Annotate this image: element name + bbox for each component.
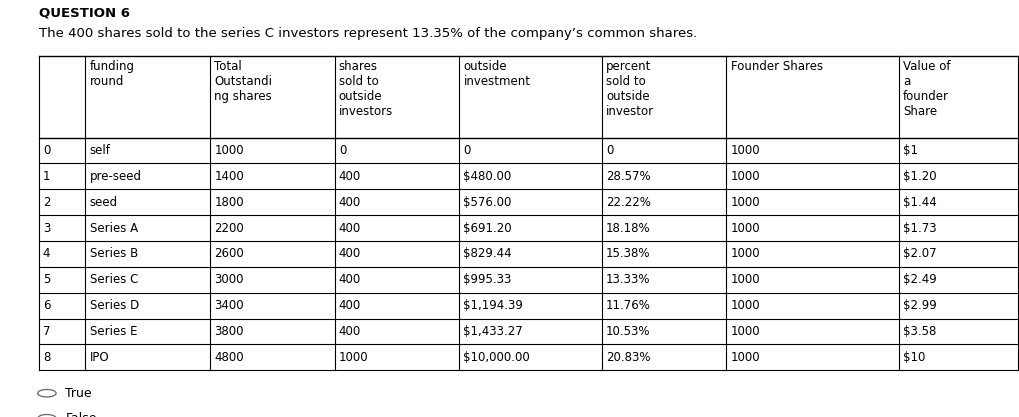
Text: 0: 0 xyxy=(463,144,471,157)
Text: $480.00: $480.00 xyxy=(463,170,512,183)
Text: 5: 5 xyxy=(43,273,50,286)
Text: Founder Shares: Founder Shares xyxy=(730,60,822,73)
Text: 1000: 1000 xyxy=(730,351,759,364)
Text: $2.49: $2.49 xyxy=(902,273,935,286)
Text: $576.00: $576.00 xyxy=(463,196,512,209)
Text: 400: 400 xyxy=(338,325,361,338)
Text: $2.99: $2.99 xyxy=(902,299,935,312)
Text: 1000: 1000 xyxy=(338,351,368,364)
Text: 1: 1 xyxy=(43,170,50,183)
Text: Series B: Series B xyxy=(90,247,138,261)
Text: $1,194.39: $1,194.39 xyxy=(463,299,523,312)
Text: 15.38%: 15.38% xyxy=(605,247,650,261)
Text: 400: 400 xyxy=(338,196,361,209)
Text: 1000: 1000 xyxy=(214,144,244,157)
Text: 400: 400 xyxy=(338,170,361,183)
Text: IPO: IPO xyxy=(90,351,109,364)
Text: shares
sold to
outside
investors: shares sold to outside investors xyxy=(338,60,392,118)
Text: 18.18%: 18.18% xyxy=(605,221,650,235)
Text: self: self xyxy=(90,144,110,157)
Text: Series D: Series D xyxy=(90,299,139,312)
Text: seed: seed xyxy=(90,196,117,209)
Text: Series A: Series A xyxy=(90,221,138,235)
Text: 11.76%: 11.76% xyxy=(605,299,650,312)
Text: 6: 6 xyxy=(43,299,50,312)
Text: Value of
a
founder
Share: Value of a founder Share xyxy=(902,60,950,118)
Text: 3000: 3000 xyxy=(214,273,244,286)
Text: 400: 400 xyxy=(338,247,361,261)
Text: 1000: 1000 xyxy=(730,325,759,338)
Text: False: False xyxy=(65,412,97,417)
Text: 400: 400 xyxy=(338,299,361,312)
Text: $1: $1 xyxy=(902,144,917,157)
Text: 1000: 1000 xyxy=(730,144,759,157)
Text: 3400: 3400 xyxy=(214,299,244,312)
Text: 1000: 1000 xyxy=(730,273,759,286)
Text: $1.20: $1.20 xyxy=(902,170,935,183)
Text: 28.57%: 28.57% xyxy=(605,170,650,183)
Text: 0: 0 xyxy=(43,144,50,157)
Text: 10.53%: 10.53% xyxy=(605,325,650,338)
Text: QUESTION 6: QUESTION 6 xyxy=(39,6,129,19)
Text: outside
investment: outside investment xyxy=(463,60,530,88)
Text: 1400: 1400 xyxy=(214,170,244,183)
Text: 0: 0 xyxy=(338,144,345,157)
Text: $995.33: $995.33 xyxy=(463,273,512,286)
Text: 4800: 4800 xyxy=(214,351,244,364)
Text: funding
round: funding round xyxy=(90,60,135,88)
Text: 22.22%: 22.22% xyxy=(605,196,650,209)
Text: $10,000.00: $10,000.00 xyxy=(463,351,530,364)
Text: 1000: 1000 xyxy=(730,299,759,312)
Text: $1.73: $1.73 xyxy=(902,221,935,235)
Text: 4: 4 xyxy=(43,247,50,261)
Text: 1800: 1800 xyxy=(214,196,244,209)
Text: Total
Outstandi
ng shares: Total Outstandi ng shares xyxy=(214,60,272,103)
Text: $829.44: $829.44 xyxy=(463,247,512,261)
Text: 3800: 3800 xyxy=(214,325,244,338)
Text: True: True xyxy=(65,387,92,400)
Text: 13.33%: 13.33% xyxy=(605,273,650,286)
Text: 1000: 1000 xyxy=(730,221,759,235)
Text: 3: 3 xyxy=(43,221,50,235)
Text: $2.07: $2.07 xyxy=(902,247,935,261)
Text: 2200: 2200 xyxy=(214,221,244,235)
Text: $3.58: $3.58 xyxy=(902,325,935,338)
Text: The 400 shares sold to the series C investors represent 13.35% of the company’s : The 400 shares sold to the series C inve… xyxy=(39,27,696,40)
Text: Series C: Series C xyxy=(90,273,138,286)
Text: 1000: 1000 xyxy=(730,170,759,183)
Text: pre-seed: pre-seed xyxy=(90,170,142,183)
Text: 8: 8 xyxy=(43,351,50,364)
Text: $10: $10 xyxy=(902,351,924,364)
Text: 2600: 2600 xyxy=(214,247,244,261)
Text: 0: 0 xyxy=(605,144,612,157)
Text: 400: 400 xyxy=(338,273,361,286)
Text: $1.44: $1.44 xyxy=(902,196,935,209)
Text: percent
sold to
outside
investor: percent sold to outside investor xyxy=(605,60,653,118)
Text: $691.20: $691.20 xyxy=(463,221,512,235)
Text: 1000: 1000 xyxy=(730,196,759,209)
Text: $1,433.27: $1,433.27 xyxy=(463,325,523,338)
Text: 7: 7 xyxy=(43,325,50,338)
Text: 2: 2 xyxy=(43,196,50,209)
Text: 400: 400 xyxy=(338,221,361,235)
Text: 1000: 1000 xyxy=(730,247,759,261)
Text: Series E: Series E xyxy=(90,325,137,338)
Text: 20.83%: 20.83% xyxy=(605,351,650,364)
